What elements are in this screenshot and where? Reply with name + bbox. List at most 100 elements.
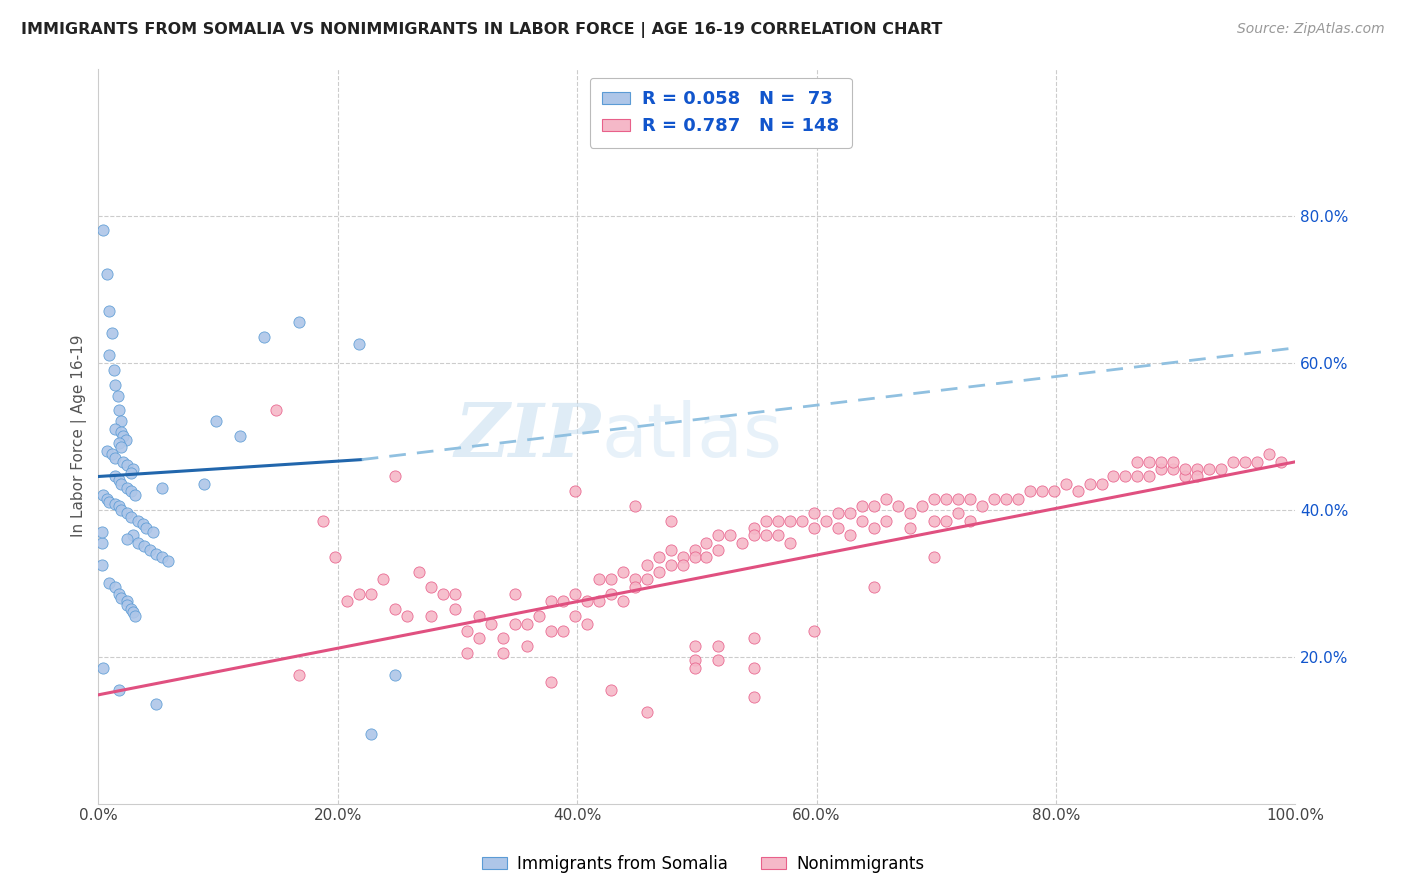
Point (1163, 455, 1185, 469)
Point (1066, 484, 1088, 499)
Point (349, 337, 371, 351)
Point (264, 403, 287, 417)
Point (156, 554, 179, 568)
Point (91, 660, 114, 674)
Point (104, 497, 127, 511)
Point (115, 481, 138, 495)
Point (647, 550, 669, 565)
Point (744, 631, 766, 645)
Point (683, 543, 706, 558)
Point (1246, 455, 1268, 469)
Point (1174, 469, 1197, 483)
Point (98, 576, 121, 591)
Point (935, 491, 957, 506)
Point (922, 514, 945, 528)
Point (132, 539, 155, 553)
Point (325, 550, 347, 565)
Point (612, 565, 634, 579)
Point (135, 521, 157, 535)
Point (636, 558, 658, 572)
Point (127, 514, 149, 528)
Point (503, 587, 526, 601)
Point (922, 491, 945, 506)
Point (599, 682, 621, 697)
Point (456, 624, 478, 638)
Point (96, 491, 118, 506)
Point (863, 499, 886, 513)
Point (935, 514, 957, 528)
Point (139, 543, 162, 558)
Point (683, 639, 706, 653)
Point (468, 609, 491, 624)
Point (647, 565, 669, 579)
Point (1211, 462, 1233, 476)
Point (1139, 469, 1161, 483)
Point (540, 594, 562, 608)
Point (110, 502, 132, 516)
Point (863, 521, 886, 535)
Point (142, 524, 165, 539)
Point (91, 223, 114, 237)
Point (755, 514, 778, 528)
Point (683, 550, 706, 565)
Point (922, 550, 945, 565)
Point (588, 594, 610, 608)
Point (107, 403, 129, 417)
Point (228, 429, 250, 443)
Point (887, 499, 910, 513)
Point (827, 521, 849, 535)
Point (707, 653, 730, 667)
Point (599, 587, 621, 601)
Point (671, 550, 693, 565)
Text: Source: ZipAtlas.com: Source: ZipAtlas.com (1237, 22, 1385, 37)
Point (1234, 455, 1257, 469)
Point (150, 481, 173, 495)
Point (503, 616, 526, 631)
Point (803, 521, 825, 535)
Point (420, 609, 443, 624)
Point (492, 631, 515, 645)
Point (115, 433, 138, 447)
Point (193, 476, 215, 491)
Point (599, 573, 621, 587)
Point (671, 558, 693, 572)
Point (1150, 462, 1173, 476)
Point (1102, 469, 1125, 483)
Point (1042, 484, 1064, 499)
Point (336, 594, 359, 608)
Point (91, 558, 114, 572)
Point (1090, 476, 1112, 491)
Point (98, 304, 121, 318)
Point (707, 528, 730, 542)
Point (898, 521, 921, 535)
Point (468, 631, 491, 645)
Point (492, 646, 515, 660)
Point (768, 528, 790, 542)
Point (779, 535, 801, 549)
Point (1222, 455, 1244, 469)
Point (707, 543, 730, 558)
Point (768, 514, 790, 528)
Point (970, 499, 993, 513)
Point (110, 591, 132, 605)
Point (1163, 462, 1185, 476)
Point (803, 506, 825, 520)
Point (444, 587, 467, 601)
Point (110, 476, 132, 491)
Point (420, 580, 443, 594)
Point (1031, 484, 1053, 499)
Point (115, 594, 138, 608)
Point (551, 624, 574, 638)
Point (1126, 469, 1149, 483)
Point (288, 668, 311, 682)
Y-axis label: In Labor Force | Age 16-19: In Labor Force | Age 16-19 (72, 334, 87, 537)
Point (91, 535, 114, 549)
Text: ZIP: ZIP (456, 400, 602, 473)
Point (1054, 476, 1077, 491)
Point (683, 660, 706, 674)
Point (408, 565, 430, 579)
Point (96, 268, 118, 282)
Point (612, 594, 634, 608)
Point (107, 587, 129, 601)
Point (120, 466, 142, 480)
